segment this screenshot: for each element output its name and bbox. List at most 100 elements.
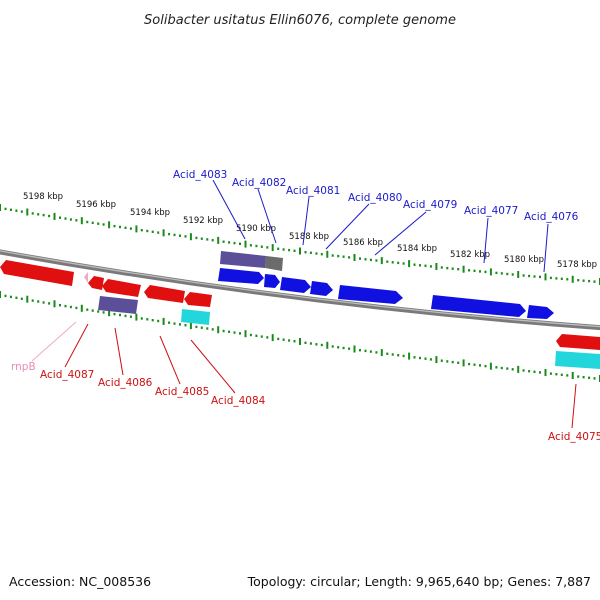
ruler-minor-tick bbox=[582, 279, 585, 282]
cds-feature-block[interactable] bbox=[220, 251, 266, 268]
gene-arrow[interactable] bbox=[556, 334, 600, 350]
ruler-minor-tick bbox=[195, 236, 198, 240]
gene-label[interactable]: Acid_4086 bbox=[98, 377, 153, 389]
ruler-minor-tick bbox=[331, 254, 334, 257]
ruler-major-tick bbox=[162, 317, 165, 325]
ruler-minor-tick bbox=[31, 212, 34, 215]
gene-label[interactable]: Acid_4084 bbox=[211, 395, 266, 407]
ruler-minor-tick bbox=[168, 321, 171, 324]
gene-arrow[interactable] bbox=[527, 305, 554, 319]
gene-label[interactable]: Acid_4075 bbox=[548, 431, 600, 443]
gene-arrow[interactable] bbox=[144, 285, 185, 303]
ruler-minor-tick bbox=[511, 368, 514, 371]
ruler-major-tick bbox=[408, 352, 411, 360]
ruler-minor-tick bbox=[375, 259, 378, 262]
gene-arrow[interactable] bbox=[102, 279, 141, 297]
ruler-major-tick bbox=[0, 204, 1, 211]
ruler-minor-tick bbox=[593, 377, 596, 380]
ruler-minor-tick bbox=[233, 331, 236, 334]
ruler-minor-tick bbox=[359, 349, 361, 352]
cyan-feature-block[interactable] bbox=[555, 351, 600, 369]
ruler-major-tick bbox=[135, 313, 138, 321]
ruler-major-tick bbox=[271, 244, 274, 252]
ruler-minor-tick bbox=[484, 364, 487, 368]
ruler-minor-tick bbox=[15, 296, 18, 299]
ruler-minor-tick bbox=[304, 251, 307, 254]
ruler-major-tick bbox=[571, 372, 574, 379]
genome-backbone-highlight bbox=[0, 250, 600, 328]
ruler-minor-tick bbox=[539, 275, 541, 279]
gene-label[interactable]: Acid_4081 bbox=[286, 185, 340, 197]
ruler-minor-tick bbox=[277, 247, 280, 250]
ruler-minor-tick bbox=[200, 326, 203, 329]
ruler-minor-tick bbox=[320, 253, 323, 256]
ruler-minor-tick bbox=[293, 340, 296, 343]
gene-label[interactable]: Acid_4076 bbox=[524, 211, 579, 223]
kbp-label: 5188 kbp bbox=[289, 232, 329, 242]
ruler-minor-tick bbox=[140, 317, 143, 320]
ruler-minor-tick bbox=[451, 360, 454, 364]
cds-feature-block[interactable] bbox=[265, 256, 283, 271]
gene-label[interactable]: Acid_4085 bbox=[155, 386, 209, 398]
ruler-major-tick bbox=[80, 217, 83, 225]
gene-arrow[interactable] bbox=[264, 274, 280, 288]
ruler-minor-tick bbox=[315, 252, 318, 255]
ruler-minor-tick bbox=[146, 229, 149, 233]
gene-label[interactable]: Acid_4077 bbox=[464, 205, 518, 217]
lower-ruler bbox=[0, 291, 600, 382]
ruler-minor-tick bbox=[97, 310, 100, 313]
ruler-minor-tick bbox=[566, 374, 569, 377]
ruler-minor-tick bbox=[97, 222, 100, 225]
kbp-labels: 5198 kbp 5196 kbp 5194 kbp 5192 kbp 5190… bbox=[23, 192, 597, 270]
ruler-minor-tick bbox=[102, 311, 105, 314]
gene-arrow[interactable] bbox=[88, 276, 104, 290]
ruler-minor-tick bbox=[48, 302, 51, 305]
ruler-major-tick bbox=[517, 365, 520, 373]
ruler-minor-tick bbox=[440, 266, 443, 269]
gene-arrow[interactable] bbox=[280, 277, 311, 293]
ruler-minor-tick bbox=[533, 275, 536, 278]
gene-label[interactable]: Acid_4079 bbox=[403, 199, 457, 211]
gene-arrow[interactable] bbox=[184, 292, 212, 307]
ruler-major-tick bbox=[26, 295, 29, 303]
gene-label[interactable]: Acid_4082 bbox=[232, 177, 286, 189]
ruler-minor-tick bbox=[348, 256, 351, 259]
gene-arrow[interactable] bbox=[338, 285, 403, 304]
ruler-minor-tick bbox=[495, 271, 498, 275]
ruler-minor-tick bbox=[457, 268, 460, 271]
ruler-minor-tick bbox=[124, 226, 127, 229]
genome-summary-text: Topology: circular; Length: 9,965,640 bp… bbox=[247, 574, 591, 589]
ruler-minor-tick bbox=[359, 257, 361, 260]
ruler-minor-tick bbox=[260, 245, 263, 248]
gene-arrow[interactable] bbox=[218, 268, 264, 284]
ruler-major-tick bbox=[462, 359, 465, 367]
ruler-minor-tick bbox=[304, 341, 307, 344]
ruler-minor-tick bbox=[511, 273, 514, 276]
kbp-label: 5194 kbp bbox=[130, 208, 170, 218]
ruler-major-tick bbox=[0, 291, 1, 298]
ruler-major-tick bbox=[326, 250, 329, 258]
cyan-feature-block[interactable] bbox=[181, 309, 210, 325]
ruler-major-tick bbox=[162, 229, 165, 237]
ruler-minor-tick bbox=[91, 221, 94, 224]
gene-arrow[interactable] bbox=[310, 281, 333, 296]
gene-label[interactable]: rnpB bbox=[11, 361, 36, 373]
ruler-minor-tick bbox=[37, 300, 40, 303]
ruler-minor-tick bbox=[42, 301, 45, 304]
gene-label[interactable]: Acid_4080 bbox=[348, 192, 402, 204]
ruler-minor-tick bbox=[206, 238, 209, 241]
gene-arrow[interactable] bbox=[0, 260, 74, 286]
ruler-minor-tick bbox=[386, 352, 389, 355]
gene-label[interactable]: Acid_4083 bbox=[173, 169, 227, 181]
ruler-minor-tick bbox=[495, 366, 498, 369]
cds-feature-block[interactable] bbox=[98, 296, 138, 314]
gene-label[interactable]: Acid_4087 bbox=[40, 369, 94, 381]
gene-arrow[interactable] bbox=[431, 295, 526, 317]
ruler-minor-tick bbox=[549, 372, 552, 375]
ruler-minor-tick bbox=[69, 218, 72, 221]
ruler-minor-tick bbox=[200, 237, 203, 240]
ruler-minor-tick bbox=[397, 354, 400, 357]
ruler-minor-tick bbox=[424, 357, 427, 360]
ruler-minor-tick bbox=[20, 297, 23, 300]
rna-feature[interactable] bbox=[84, 272, 88, 283]
